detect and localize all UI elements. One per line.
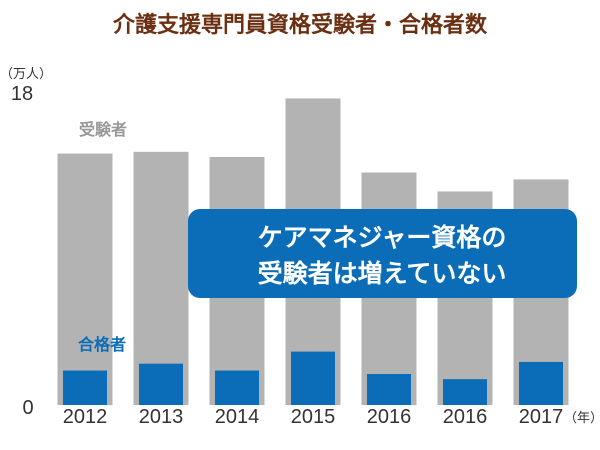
bar-passers-1 [63,370,107,405]
x-tick-label-1: 2012 [63,406,108,428]
bar-passers-5 [367,374,411,405]
bar-passers-2 [139,363,183,405]
series-label-examinees: 受験者 [79,120,127,139]
x-tick-label-group: 2012 2013 2014 2015 2016 2016 2017 [63,406,564,428]
bar-examinees-1 [57,153,113,405]
bar-passers-6 [443,379,487,405]
bar-passers-4 [291,351,335,405]
x-axis-unit-label: （年） [564,411,600,426]
x-tick-label-3: 2014 [215,406,260,428]
bar-examinees-2 [133,151,189,405]
callout: ケアマネジャー資格の 受験者は増えていない [188,209,577,298]
bar-passers-3 [215,370,259,405]
chart-title: 介護支援専門員資格受験者・合格者数 [112,12,488,38]
series-label-passers: 合格者 [78,335,126,354]
x-tick-label-4: 2015 [291,406,336,428]
y-tick-label-max: 18 [11,83,33,105]
x-tick-label-7: 2017 [519,406,564,428]
x-tick-label-6: 2016 [443,406,488,428]
x-tick-label-5: 2016 [367,406,412,428]
y-axis-unit-label: （万人） [0,67,52,82]
x-tick-label-2: 2013 [139,406,184,428]
callout-box [188,209,577,298]
callout-line-2: 受験者は増えていない [258,259,507,288]
y-tick-label-zero: 0 [22,397,33,419]
bar-passers-7 [519,361,563,405]
callout-line-1: ケアマネジャー資格の [258,223,507,252]
